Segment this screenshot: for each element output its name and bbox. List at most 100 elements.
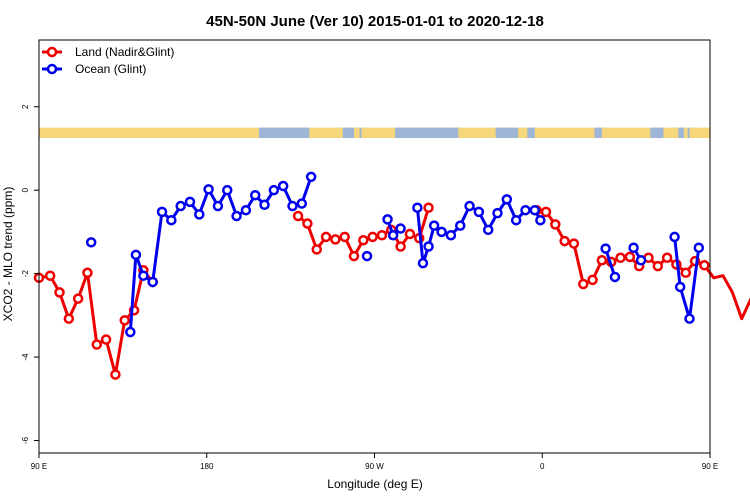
series-layer bbox=[33, 171, 750, 380]
ocean-data-point bbox=[361, 250, 373, 262]
chart-title: 45N-50N June (Ver 10) 2015-01-01 to 2020… bbox=[206, 13, 544, 30]
ocean-data-point bbox=[203, 184, 214, 195]
ocean-data-point bbox=[222, 184, 233, 196]
ocean-data-point bbox=[628, 242, 639, 254]
x-tick-label: 90 E bbox=[702, 462, 718, 471]
land-data-point bbox=[376, 229, 388, 241]
land-data-point bbox=[404, 228, 416, 240]
ocean-data-point bbox=[212, 200, 224, 212]
land-series-line bbox=[536, 208, 750, 321]
ocean-data-point bbox=[482, 224, 494, 236]
legend-land-marker bbox=[46, 46, 58, 58]
land-data-point bbox=[624, 251, 636, 263]
ocean-data-point bbox=[674, 281, 686, 293]
strip-ocean-segment bbox=[678, 127, 684, 139]
land-data-point bbox=[587, 274, 598, 286]
ocean-data-point bbox=[669, 231, 680, 243]
strip-ocean-segment bbox=[258, 127, 310, 139]
legend-ocean-marker bbox=[46, 63, 58, 75]
ocean-data-point bbox=[382, 214, 393, 225]
ocean-data-point bbox=[501, 194, 513, 205]
axes: 90 E 180 90 W 0 90 E 2 0 -2 -4 -6 bbox=[21, 104, 718, 471]
ocean-data-point bbox=[231, 210, 242, 222]
y-tick-label: -2 bbox=[21, 270, 30, 278]
land-data-point bbox=[652, 260, 664, 272]
ocean-data-point bbox=[464, 200, 475, 212]
ocean-data-point bbox=[138, 270, 149, 281]
land-series-line bbox=[38, 268, 154, 377]
land-data-point bbox=[699, 260, 710, 271]
ocean-data-point bbox=[520, 204, 531, 216]
strip-ocean-segment bbox=[395, 127, 451, 139]
y-tick-label: 0 bbox=[21, 187, 30, 192]
legend: Land (Nadir&Glint) Ocean (Glint) bbox=[42, 45, 174, 76]
land-data-point bbox=[302, 218, 313, 229]
ocean-data-point bbox=[287, 200, 298, 212]
land-data-point bbox=[395, 241, 406, 252]
x-tick-label: 0 bbox=[540, 462, 545, 471]
ocean-data-point bbox=[454, 220, 466, 231]
land-data-point bbox=[72, 293, 84, 304]
ocean-data-point bbox=[635, 255, 647, 266]
ocean-data-point bbox=[156, 206, 168, 218]
ocean-data-point bbox=[412, 202, 423, 213]
ocean-series-line bbox=[128, 176, 313, 333]
y-tick-label: -4 bbox=[21, 353, 30, 361]
ocean-data-point bbox=[268, 184, 280, 196]
ocean-data-point bbox=[417, 257, 429, 269]
strip-ocean-segment bbox=[342, 127, 354, 139]
land-data-point bbox=[615, 252, 626, 264]
strip-land bbox=[39, 127, 710, 139]
plot-frame bbox=[38, 39, 711, 454]
land-data-point bbox=[568, 238, 580, 249]
x-tick-label: 90 W bbox=[365, 462, 384, 471]
land-data-point bbox=[348, 250, 360, 262]
ocean-data-point bbox=[249, 189, 261, 201]
ocean-data-point bbox=[428, 220, 440, 231]
land-data-point bbox=[540, 206, 552, 218]
x-tick-label: 90 E bbox=[31, 462, 47, 471]
ocean-data-point bbox=[85, 237, 97, 248]
ocean-data-point bbox=[395, 223, 406, 234]
strip-ocean-segment bbox=[527, 127, 535, 139]
ocean-data-point bbox=[609, 271, 621, 283]
strip-ocean-segment bbox=[687, 127, 690, 139]
land-data-point bbox=[91, 339, 103, 350]
land-data-point bbox=[423, 202, 434, 213]
ocean-data-point bbox=[693, 242, 705, 254]
land-data-point bbox=[44, 270, 56, 281]
ocean-data-point bbox=[684, 313, 695, 324]
land-data-point bbox=[311, 244, 322, 255]
land-data-point bbox=[320, 231, 332, 243]
strip-ocean-segment bbox=[450, 127, 459, 139]
ocean-data-point bbox=[600, 243, 611, 254]
land-data-point bbox=[339, 231, 350, 243]
ocean-data-point bbox=[277, 180, 289, 192]
ocean-data-point bbox=[535, 214, 546, 226]
ocean-data-point bbox=[436, 226, 447, 238]
ocean-series-line bbox=[415, 197, 542, 265]
strip-ocean-segment bbox=[650, 127, 664, 139]
land-data-point bbox=[661, 252, 673, 264]
ocean-data-point bbox=[240, 204, 252, 216]
land-data-point bbox=[358, 234, 369, 246]
land-data-point bbox=[330, 234, 341, 245]
ocean-data-point bbox=[492, 207, 503, 219]
land-data-point bbox=[680, 267, 692, 279]
land-data-point bbox=[550, 219, 561, 230]
ocean-series-line bbox=[673, 236, 701, 321]
ocean-data-point bbox=[184, 196, 196, 208]
land-data-point bbox=[110, 369, 121, 380]
ocean-data-point bbox=[529, 204, 541, 216]
land-data-point bbox=[578, 278, 589, 290]
ocean-data-point bbox=[387, 229, 399, 241]
x-axis-label: Longitude (deg E) bbox=[327, 477, 422, 491]
land-ocean-strip bbox=[39, 127, 710, 139]
land-data-point bbox=[119, 315, 130, 326]
strip-ocean-segment bbox=[594, 127, 602, 139]
ocean-data-point bbox=[194, 209, 205, 220]
x-tick-label: 180 bbox=[200, 462, 214, 471]
ocean-data-point bbox=[175, 200, 186, 212]
ocean-data-point bbox=[473, 206, 485, 218]
